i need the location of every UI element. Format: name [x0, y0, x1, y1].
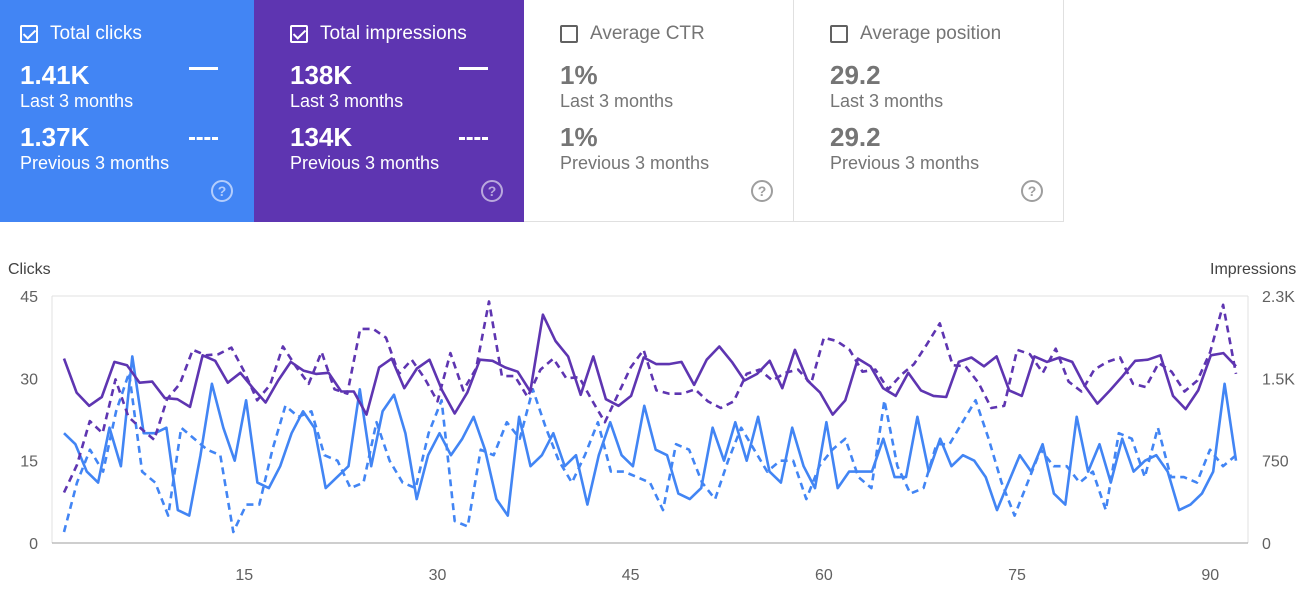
x-tick-label: 75 [1008, 567, 1026, 584]
right-tick-label: 1.5K [1262, 371, 1295, 388]
help-circle-icon[interactable]: ? [481, 180, 503, 202]
chart-axes: 0 15 30 45 0 750 1.5K 2.3K 15 30 45 60 75 90 [20, 289, 1295, 584]
current-period-label: Last 3 months [830, 91, 944, 111]
left-tick-label: 30 [20, 371, 38, 388]
current-value: 1.41K [20, 60, 90, 90]
card-header: Total clicks [20, 22, 254, 46]
previous-period-label: Previous 3 months [290, 153, 440, 173]
dashed-line-legend-icon [189, 137, 218, 140]
card-header: Average CTR [560, 22, 793, 46]
dashed-line-legend-icon [459, 137, 488, 140]
total-clicks-card[interactable]: Total clicks 1.41K Last 3 months 1.37K P… [0, 0, 254, 222]
right-tick-label: 0 [1262, 536, 1271, 553]
right-axis-title: Impressions [1210, 261, 1297, 278]
right-tick-label: 750 [1262, 454, 1289, 471]
left-tick-label: 0 [29, 536, 38, 553]
help-circle-icon[interactable]: ? [211, 180, 233, 202]
previous-period-label: Previous 3 months [560, 153, 710, 173]
current-value: 29.2 [830, 60, 881, 90]
left-tick-label: 45 [20, 289, 38, 306]
impressions-previous-series-line [62, 300, 1238, 494]
x-tick-label: 30 [429, 567, 447, 584]
card-title: Total clicks [50, 23, 142, 44]
previous-value: 1.37K [20, 122, 90, 152]
card-header: Average position [830, 22, 1063, 46]
previous-value: 29.2 [830, 122, 881, 152]
left-tick-label: 15 [20, 454, 38, 471]
x-tick-label: 90 [1201, 567, 1219, 584]
x-tick-label: 60 [815, 567, 833, 584]
previous-value: 1% [560, 122, 598, 152]
performance-line-chart: 0 15 30 45 0 750 1.5K 2.3K 15 30 45 60 75 90 [20, 289, 1295, 584]
solid-line-legend-icon [459, 67, 488, 70]
total-impressions-card[interactable]: Total impressions 138K Last 3 months 134… [254, 0, 524, 222]
help-circle-icon[interactable]: ? [751, 180, 773, 202]
average-position-card[interactable]: Average position 29.2 Last 3 months 29.2… [794, 0, 1064, 222]
clicks-previous-series-line [62, 371, 1237, 534]
current-period-label: Last 3 months [560, 91, 674, 111]
current-value: 138K [290, 60, 353, 90]
total-clicks-checkbox[interactable] [20, 25, 38, 43]
impressions-current-series-line [62, 313, 1237, 416]
metric-cards: Total clicks 1.41K Last 3 months 1.37K P… [0, 0, 1064, 222]
current-period-label: Last 3 months [20, 91, 134, 111]
card-title: Average CTR [590, 23, 705, 44]
solid-line-legend-icon [189, 67, 218, 70]
card-title: Average position [860, 23, 1002, 44]
card-title: Total impressions [320, 23, 467, 44]
previous-value: 134K [290, 122, 353, 152]
current-period-label: Last 3 months [290, 91, 404, 111]
total-impressions-checkbox[interactable] [290, 25, 308, 43]
help-circle-icon[interactable]: ? [1021, 180, 1043, 202]
left-axis-title: Clicks [8, 261, 51, 278]
average-ctr-card[interactable]: Average CTR 1% Last 3 months 1% Previous… [524, 0, 794, 222]
previous-period-label: Previous 3 months [830, 153, 980, 173]
right-tick-label: 2.3K [1262, 289, 1295, 306]
previous-period-label: Previous 3 months [20, 153, 170, 173]
average-ctr-checkbox[interactable] [560, 25, 578, 43]
current-value: 1% [560, 60, 598, 90]
x-tick-label: 45 [622, 567, 640, 584]
chart-series [62, 300, 1238, 534]
average-position-checkbox[interactable] [830, 25, 848, 43]
clicks-current-series-line [63, 355, 1238, 517]
card-header: Total impressions [290, 22, 524, 46]
x-tick-label: 15 [235, 567, 253, 584]
